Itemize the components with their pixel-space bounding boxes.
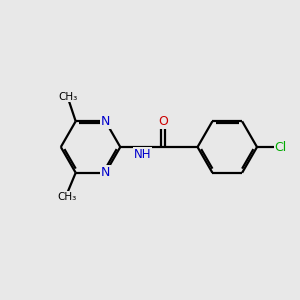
Text: O: O bbox=[158, 115, 168, 128]
Text: N: N bbox=[101, 166, 110, 179]
Text: CH₃: CH₃ bbox=[57, 191, 76, 202]
Text: N: N bbox=[101, 115, 110, 128]
Text: NH: NH bbox=[134, 148, 151, 161]
Text: CH₃: CH₃ bbox=[58, 92, 78, 102]
Text: Cl: Cl bbox=[275, 140, 287, 154]
